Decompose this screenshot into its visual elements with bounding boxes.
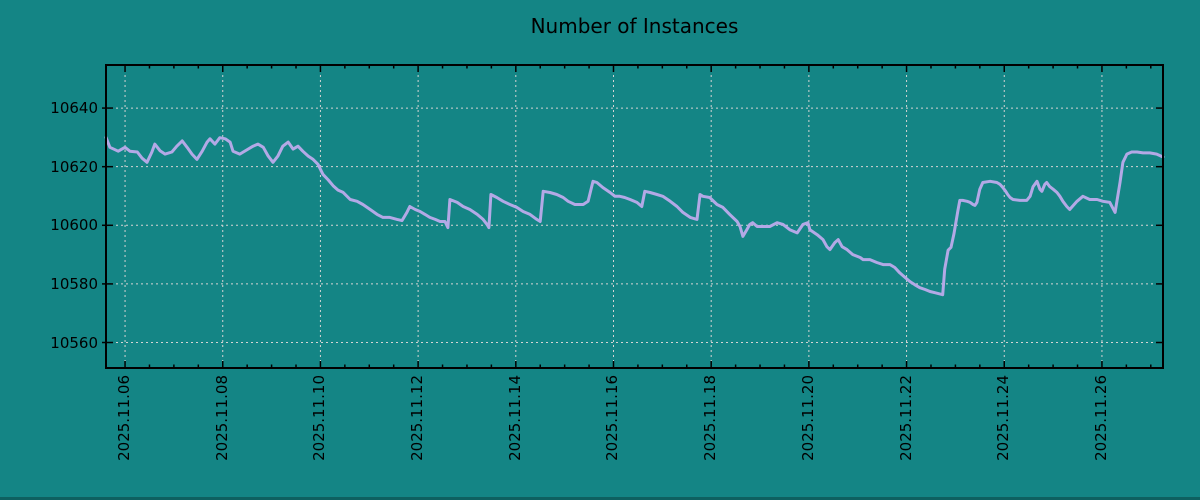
x-tick-label: 2025.11.08 <box>212 375 231 461</box>
x-tick-label: 2025.11.26 <box>1091 375 1110 461</box>
y-tick-label: 10600 <box>50 216 98 235</box>
y-tick-label: 10560 <box>50 333 98 352</box>
y-tick-label: 10580 <box>50 274 98 293</box>
x-tick-label: 2025.11.20 <box>798 375 817 461</box>
chart-title: Number of Instances <box>530 14 739 38</box>
x-tick-label: 2025.11.18 <box>701 375 720 461</box>
y-tick-label: 10640 <box>50 99 98 118</box>
axis-frame <box>105 64 1164 369</box>
x-tick-label: 2025.11.10 <box>310 375 329 461</box>
x-tick-label: 2025.11.24 <box>994 375 1013 461</box>
y-tick-label: 10620 <box>50 157 98 176</box>
data-line <box>104 135 1165 297</box>
x-tick-label: 2025.11.06 <box>115 375 134 461</box>
x-tick-label: 2025.11.12 <box>408 375 427 461</box>
x-tick-label: 2025.11.16 <box>603 375 622 461</box>
window-bottom-edge <box>0 497 1200 500</box>
x-tick-label: 2025.11.22 <box>896 375 915 461</box>
x-tick-label: 2025.11.14 <box>505 375 524 461</box>
